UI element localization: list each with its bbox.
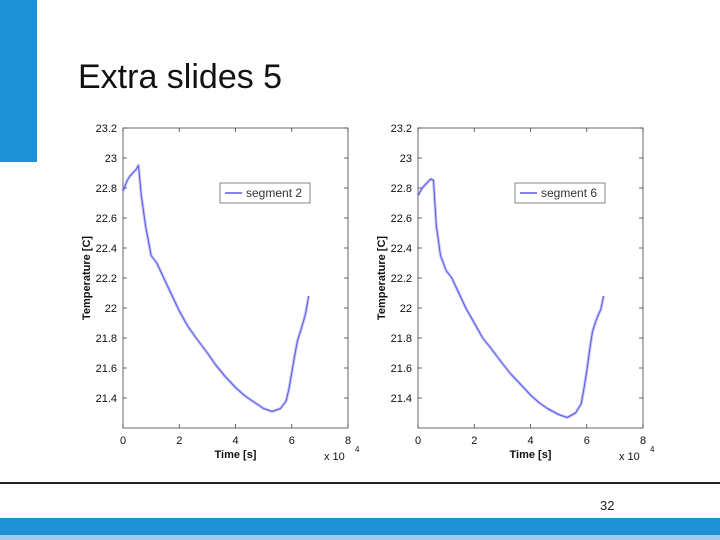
y-tick-label: 21.6 [391,363,412,375]
footer-bar [0,518,720,535]
chart-segment-2: 21.4 21.6 21.8 22 22.2 22.4 22.6 22.8 23 23.2 0 2 4 6… [81,123,360,463]
slide-title: Extra slides 5 [78,58,283,96]
footer-divider [0,482,720,484]
x-multiplier-exponent: 4 [650,445,655,454]
legend-box [219,182,311,204]
x-tick-label: 0 [415,435,421,447]
legend-box [514,182,606,204]
y-tick-label: 22 [400,303,412,315]
y-tick-label: 21.4 [96,393,117,405]
y-tick-label: 21.6 [96,363,117,375]
x-multiplier-label: x 10 [619,451,640,463]
x-axis-label: Time [s] [510,449,552,461]
accent-block [0,0,37,162]
chart-segment-6: 21.4 21.6 21.8 22 22.2 22.4 22.6 22.8 23 23.2 0 2 4 6… [376,123,655,463]
y-tick-label: 22.2 [96,273,117,285]
x-tick-label: 6 [289,435,295,447]
page-number: 32 [600,498,615,513]
y-tick-label: 23.2 [391,123,412,135]
y-tick-label: 22.4 [96,243,117,255]
x-tick-label: 2 [176,435,182,447]
y-tick-label: 22 [105,303,117,315]
y-tick-label: 22.6 [96,213,117,225]
series-band [416,177,606,419]
y-tick-label: 21.8 [391,333,412,345]
y-tick-label: 22.6 [391,213,412,225]
plot-frame [122,127,349,429]
x-tick-label: 4 [527,435,533,447]
y-tick-label: 22.2 [391,273,412,285]
x-tick-label: 8 [640,435,646,447]
y-tick-label: 23 [400,153,412,165]
x-tick-label: 6 [584,435,590,447]
y-axis-label: Temperature [C] [81,236,93,320]
footer-bar-light [0,535,720,540]
y-tick-label: 21.8 [96,333,117,345]
series-line-segment-2 [122,165,310,412]
x-multiplier-exponent: 4 [355,445,360,454]
y-axis-label: Temperature [C] [376,236,388,320]
x-tick-label: 4 [232,435,238,447]
x-tick-label: 8 [345,435,351,447]
y-tick-label: 22.8 [96,183,117,195]
legend-label: segment 2 [246,186,302,200]
legend-label: segment 6 [541,186,597,200]
y-tick-label: 23.2 [96,123,117,135]
y-tick-label: 22.4 [391,243,412,255]
x-tick-label: 2 [471,435,477,447]
y-tick-label: 22.8 [391,183,412,195]
series-line-segment-6 [417,178,605,418]
y-tick-label: 21.4 [391,393,412,405]
x-axis-label: Time [s] [215,449,257,461]
x-tick-label: 0 [120,435,126,447]
x-multiplier-label: x 10 [324,451,345,463]
y-tick-label: 23 [105,153,117,165]
